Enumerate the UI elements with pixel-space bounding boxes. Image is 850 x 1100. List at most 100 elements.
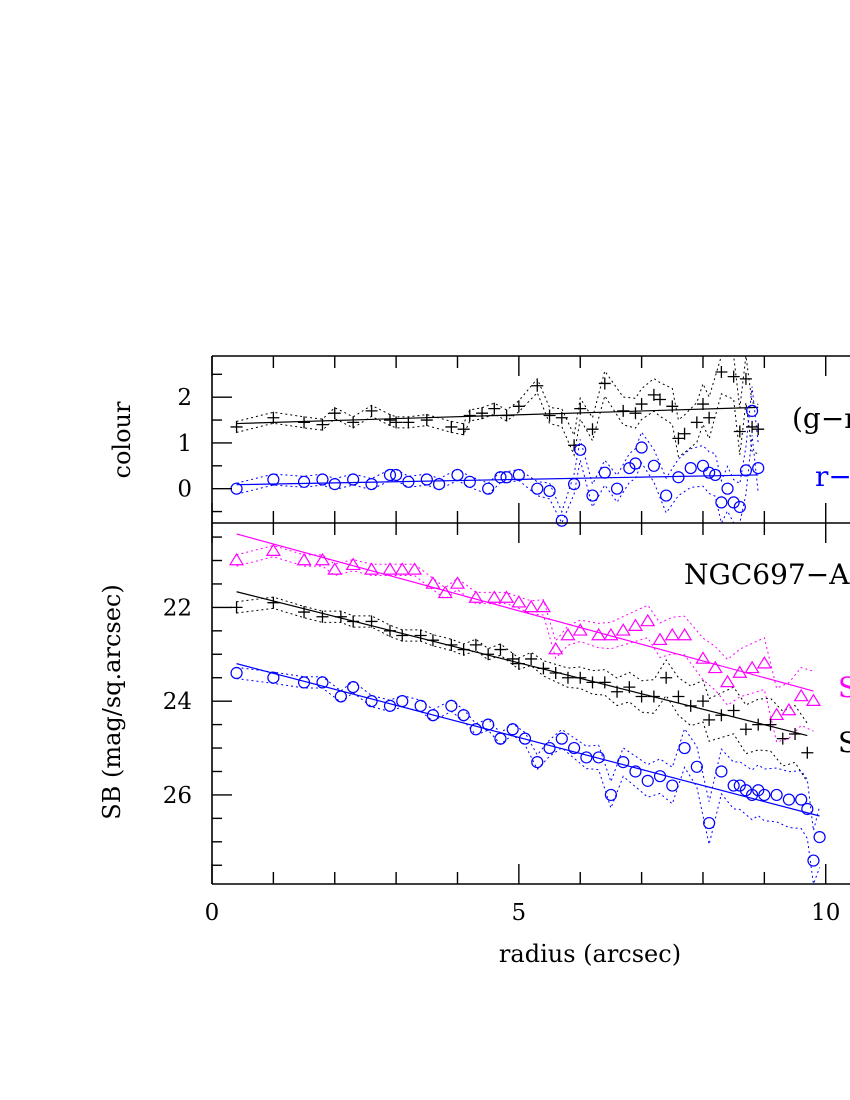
sb-point bbox=[523, 599, 539, 613]
colour-point bbox=[610, 482, 624, 495]
colour-point bbox=[383, 414, 396, 427]
colour-point bbox=[531, 379, 544, 392]
sb-point bbox=[586, 676, 599, 689]
i-lower-envelope bbox=[236, 666, 821, 831]
colour-point bbox=[709, 468, 722, 482]
sb-point bbox=[707, 660, 723, 674]
sb-point bbox=[426, 634, 439, 647]
colour-point bbox=[555, 514, 568, 527]
colour-point bbox=[512, 468, 525, 482]
colour-point bbox=[476, 407, 489, 420]
sb-point bbox=[696, 695, 709, 708]
sb-point bbox=[793, 688, 809, 702]
colour-point bbox=[230, 482, 243, 495]
colour-point bbox=[721, 482, 734, 495]
sb-point bbox=[715, 709, 728, 722]
panel-title: NGC697−A bbox=[684, 558, 850, 591]
sb-point bbox=[531, 756, 544, 769]
sb-point bbox=[745, 788, 759, 802]
sb-point bbox=[383, 624, 396, 637]
sb-point bbox=[795, 793, 808, 806]
colour-point bbox=[420, 473, 433, 486]
sb-point bbox=[715, 765, 728, 778]
colour-point bbox=[347, 473, 360, 486]
sb-point bbox=[445, 638, 458, 651]
sb-point bbox=[664, 627, 680, 641]
sb-point bbox=[677, 627, 693, 641]
colour-point bbox=[574, 443, 587, 456]
colour-y-tick-label: 2 bbox=[177, 385, 192, 411]
sb-point bbox=[406, 562, 423, 575]
sb-point bbox=[770, 788, 783, 802]
sb-point bbox=[265, 543, 281, 556]
colour-point bbox=[752, 423, 765, 436]
colour-point bbox=[696, 398, 709, 411]
sb-point bbox=[756, 655, 772, 669]
sb-point bbox=[752, 784, 765, 797]
colour-point bbox=[745, 404, 759, 418]
colour-point bbox=[390, 416, 403, 429]
sb-point bbox=[684, 699, 697, 712]
colour-y-tick-label: 0 bbox=[177, 477, 192, 503]
colour-point bbox=[383, 468, 397, 482]
sb-point bbox=[297, 676, 311, 689]
sb-point bbox=[652, 632, 668, 646]
sb-point bbox=[805, 693, 822, 706]
colour-ri-label: r− bbox=[815, 460, 850, 493]
sb-point bbox=[482, 648, 495, 661]
sb-point bbox=[764, 718, 777, 731]
g-upper-envelope bbox=[236, 556, 814, 743]
sb-point bbox=[672, 690, 685, 703]
sb-point bbox=[739, 784, 753, 797]
g−r-fit-line bbox=[236, 406, 759, 425]
g−r-lower-envelope bbox=[236, 391, 759, 458]
sb-point bbox=[744, 660, 760, 674]
colour-point bbox=[488, 402, 501, 415]
colour-point bbox=[746, 420, 759, 433]
sb-point bbox=[469, 723, 483, 736]
colour-point bbox=[267, 473, 280, 486]
sb-axis-title: SB (mag/sq.arcsec) bbox=[98, 584, 126, 819]
i-fit-line bbox=[236, 663, 820, 817]
colour-point bbox=[463, 409, 476, 422]
colour-point bbox=[555, 411, 568, 424]
sb-point bbox=[537, 662, 550, 675]
sb-point bbox=[316, 676, 329, 689]
sb-point bbox=[267, 671, 280, 684]
sb-point bbox=[525, 652, 538, 665]
sb-point bbox=[732, 665, 748, 678]
colour-point bbox=[635, 441, 648, 454]
colour-point bbox=[512, 400, 525, 413]
colour-point bbox=[586, 423, 599, 436]
colour-point bbox=[696, 459, 710, 472]
sb-point bbox=[739, 723, 752, 736]
colour-point bbox=[328, 478, 341, 491]
sb-point bbox=[592, 751, 605, 764]
colour-point bbox=[316, 473, 329, 486]
sb-point bbox=[486, 590, 502, 603]
sb-point bbox=[598, 676, 611, 689]
colour-point bbox=[690, 416, 703, 429]
sb-point bbox=[482, 718, 495, 731]
colour-point bbox=[684, 461, 697, 475]
colour-point bbox=[715, 366, 728, 379]
colour-point bbox=[715, 496, 728, 509]
r-lower-envelope bbox=[236, 596, 808, 724]
colour-gr-label: (g−r bbox=[792, 402, 850, 435]
colour-point bbox=[543, 409, 556, 422]
sb-point bbox=[769, 707, 785, 721]
sb-point bbox=[561, 671, 574, 684]
sb-point bbox=[641, 774, 654, 787]
colour-point bbox=[267, 411, 280, 424]
sb-point bbox=[365, 695, 378, 708]
colour-point bbox=[739, 372, 752, 385]
sb-point bbox=[629, 765, 642, 778]
sb-point bbox=[543, 741, 556, 755]
colour-point bbox=[347, 416, 360, 429]
colour-point bbox=[543, 484, 556, 498]
colour-point bbox=[727, 496, 740, 509]
sb-point bbox=[382, 562, 398, 575]
sb-point bbox=[801, 746, 814, 759]
sb-point bbox=[678, 741, 691, 755]
